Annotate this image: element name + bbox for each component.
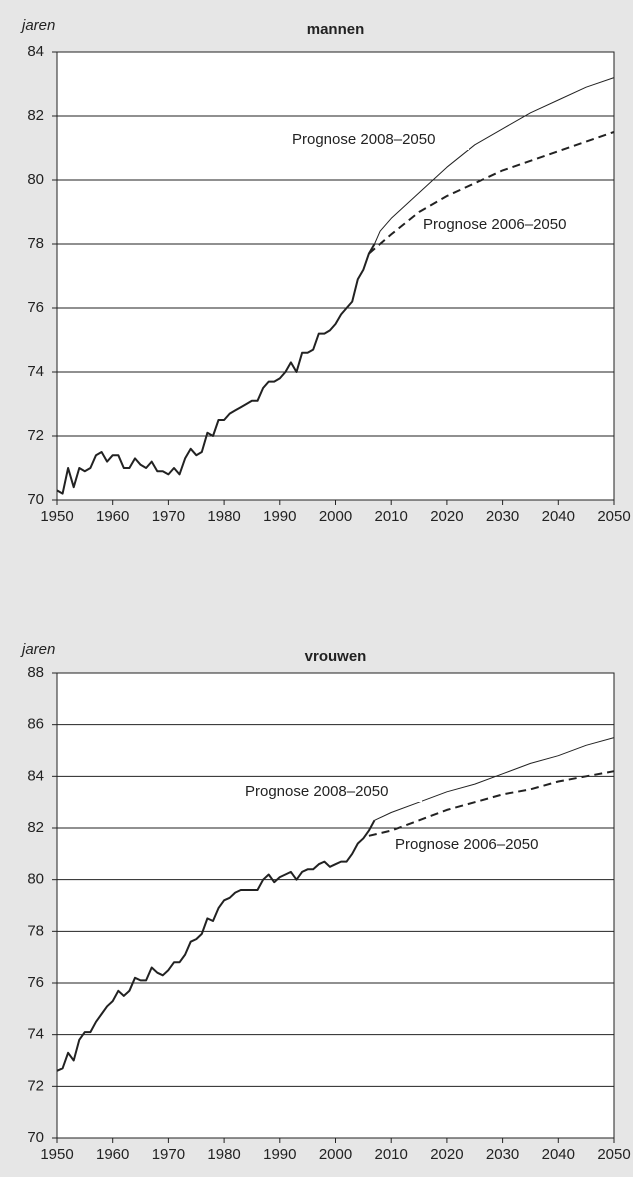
- series-annotation: Prognose 2006–2050: [423, 216, 566, 233]
- y-tick-label: 84: [27, 43, 44, 60]
- x-tick-label: 1980: [207, 1146, 240, 1163]
- annotation-bg: [420, 215, 600, 235]
- series-line: [374, 77, 615, 245]
- x-tick-label: 1960: [96, 508, 129, 525]
- x-tick-label: 2000: [319, 1146, 352, 1163]
- x-tick-label: 1970: [152, 508, 185, 525]
- x-tick-label: 2010: [375, 1146, 408, 1163]
- y-tick-label: 88: [27, 664, 44, 681]
- series-line: [368, 131, 615, 255]
- y-tick-label: 76: [27, 974, 44, 991]
- series-line: [374, 737, 615, 821]
- y-tick-label: 80: [27, 171, 44, 188]
- x-tick-label: 2010: [375, 508, 408, 525]
- y-tick-label: 78: [27, 235, 44, 252]
- x-tick-label: 2030: [486, 1146, 519, 1163]
- x-tick-label: 2030: [486, 508, 519, 525]
- x-tick-label: 1980: [207, 508, 240, 525]
- chart-title: mannen: [307, 21, 365, 38]
- chart-title: vrouwen: [305, 648, 367, 665]
- y-axis-label: jaren: [20, 17, 55, 34]
- x-tick-label: 1990: [263, 508, 296, 525]
- y-tick-label: 82: [27, 107, 44, 124]
- annotation-bg: [289, 130, 469, 150]
- x-tick-label: 2020: [430, 1146, 463, 1163]
- series-line: [56, 243, 376, 495]
- plot-area: [56, 672, 615, 1139]
- series-line: [368, 770, 615, 837]
- x-tick-label: 1950: [40, 1146, 73, 1163]
- y-tick-label: 84: [27, 767, 44, 784]
- series-annotation: Prognose 2006–2050: [395, 836, 538, 853]
- y-tick-label: 72: [27, 1077, 44, 1094]
- series-annotation: Prognose 2008–2050: [245, 783, 388, 800]
- x-tick-label: 2020: [430, 508, 463, 525]
- annotation-bg: [392, 835, 572, 855]
- y-tick-label: 86: [27, 716, 44, 733]
- x-tick-label: 1990: [263, 1146, 296, 1163]
- y-tick-label: 80: [27, 871, 44, 888]
- y-tick-label: 72: [27, 427, 44, 444]
- y-tick-label: 82: [27, 819, 44, 836]
- y-tick-label: 74: [27, 1026, 44, 1043]
- x-tick-label: 1960: [96, 1146, 129, 1163]
- x-tick-label: 2050: [597, 1146, 630, 1163]
- y-tick-label: 74: [27, 363, 44, 380]
- x-tick-label: 2040: [542, 508, 575, 525]
- y-tick-label: 70: [27, 1129, 44, 1146]
- x-tick-label: 1970: [152, 1146, 185, 1163]
- x-tick-label: 2040: [542, 1146, 575, 1163]
- x-tick-label: 2000: [319, 508, 352, 525]
- x-tick-label: 2050: [597, 508, 630, 525]
- series-annotation: Prognose 2008–2050: [292, 131, 435, 148]
- y-tick-label: 78: [27, 922, 44, 939]
- annotation-bg: [242, 782, 422, 802]
- plot-area: [56, 51, 615, 501]
- x-tick-label: 1950: [40, 508, 73, 525]
- y-axis-label: jaren: [20, 641, 55, 658]
- series-line: [56, 819, 376, 1072]
- y-tick-label: 70: [27, 491, 44, 508]
- y-tick-label: 76: [27, 299, 44, 316]
